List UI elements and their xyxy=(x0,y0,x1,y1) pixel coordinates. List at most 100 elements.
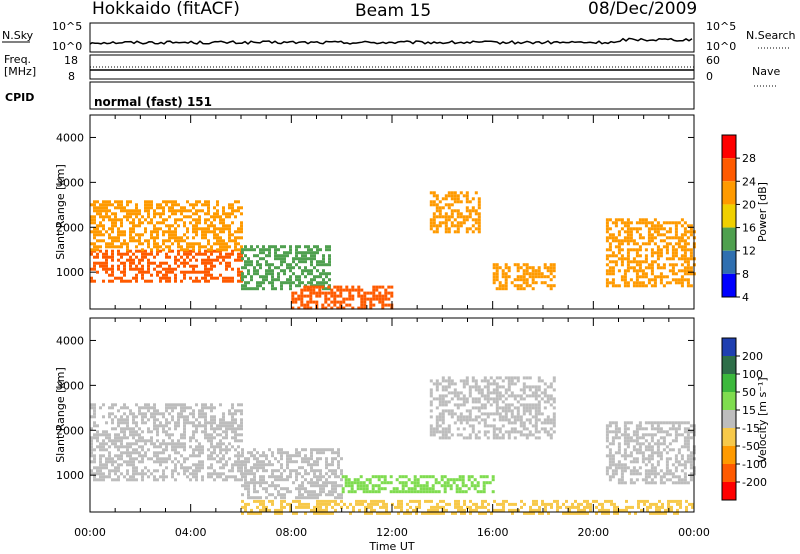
echo-cell xyxy=(207,224,210,228)
echo-cell xyxy=(680,263,684,267)
echo-cell xyxy=(629,454,633,458)
echo-cell xyxy=(289,457,292,461)
echo-cell xyxy=(271,269,274,273)
echo-cell xyxy=(102,255,105,259)
echo-cell xyxy=(520,505,523,509)
echo-cell xyxy=(680,218,684,222)
echo-cell xyxy=(213,415,216,419)
echo-cell xyxy=(304,457,307,461)
echo-cell xyxy=(304,266,307,270)
echo-cell xyxy=(93,448,96,452)
echo-cell xyxy=(441,430,445,434)
echo-cell xyxy=(444,388,448,392)
y-tick-label: 4000 xyxy=(56,334,84,347)
echo-cell xyxy=(265,487,268,491)
echo-cell xyxy=(90,203,93,207)
echo-cell xyxy=(668,427,672,431)
echo-cell xyxy=(626,421,630,425)
echo-cell xyxy=(177,451,180,455)
echo-cell xyxy=(319,260,322,264)
echo-cell xyxy=(156,227,159,231)
echo-cell xyxy=(234,433,237,437)
echo-cell xyxy=(313,505,316,509)
echo-cell xyxy=(333,294,337,298)
echo-cell xyxy=(174,255,177,259)
echo-cell xyxy=(247,493,250,497)
echo-cell xyxy=(689,269,693,273)
echo-cell xyxy=(604,508,607,512)
echo-cell xyxy=(492,418,496,422)
echo-cell xyxy=(429,433,433,437)
echo-cell xyxy=(219,261,222,265)
echo-cell xyxy=(674,224,678,228)
echo-cell xyxy=(623,269,627,273)
echo-cell xyxy=(307,457,310,461)
echo-cell xyxy=(244,475,247,479)
echo-cell xyxy=(111,230,114,234)
echo-cell xyxy=(171,242,174,246)
echo-cell xyxy=(129,442,132,446)
velocity-colorbar-label: Velocity [m s⁻¹] xyxy=(756,377,769,462)
echo-cell xyxy=(225,424,228,428)
echo-cell xyxy=(444,212,448,216)
echo-cell xyxy=(607,508,610,512)
echo-cell xyxy=(298,493,301,497)
echo-cell xyxy=(488,481,492,485)
echo-cell xyxy=(93,475,96,479)
echo-cell xyxy=(313,496,316,500)
echo-cell xyxy=(244,281,247,285)
echo-cell xyxy=(120,457,123,461)
echo-cell xyxy=(608,218,612,222)
echo-cell xyxy=(177,258,180,262)
echo-cell xyxy=(459,421,463,425)
echo-cell xyxy=(620,242,624,246)
echo-cell xyxy=(259,478,262,482)
echo-cell xyxy=(629,266,633,270)
colorbar-segment xyxy=(722,250,736,274)
echo-cell xyxy=(222,472,225,476)
echo-cell xyxy=(312,288,316,292)
echo-cell xyxy=(455,487,459,491)
echo-cell xyxy=(177,421,180,425)
echo-cell xyxy=(641,269,645,273)
echo-cell xyxy=(319,502,322,506)
echo-cell xyxy=(138,445,141,449)
echo-cell xyxy=(522,397,526,401)
echo-cell xyxy=(210,433,213,437)
echo-cell xyxy=(93,255,96,259)
echo-cell xyxy=(689,451,693,455)
echo-cell xyxy=(156,427,159,431)
echo-cell xyxy=(93,242,96,246)
echo-cell xyxy=(644,421,648,425)
colorbar-segment xyxy=(722,464,736,482)
echo-cell xyxy=(656,257,660,261)
echo-cell xyxy=(247,272,250,276)
echo-cell xyxy=(198,200,201,204)
echo-cell xyxy=(522,424,526,428)
echo-cell xyxy=(486,400,490,404)
echo-cell xyxy=(219,442,222,446)
echo-cell xyxy=(93,230,96,234)
echo-cell xyxy=(495,400,499,404)
echo-cell xyxy=(241,484,244,488)
echo-cell xyxy=(638,236,642,240)
echo-cell xyxy=(608,451,612,455)
echo-cell xyxy=(677,451,681,455)
echo-cell xyxy=(237,460,240,464)
echo-cell xyxy=(219,221,222,225)
echo-cell xyxy=(180,236,183,240)
echo-cell xyxy=(234,439,237,443)
echo-cell xyxy=(668,469,672,473)
echo-cell xyxy=(453,230,457,234)
echo-cell xyxy=(626,445,630,449)
echo-cell xyxy=(444,430,448,434)
echo-cell xyxy=(283,251,286,255)
echo-cell xyxy=(501,379,505,383)
echo-cell xyxy=(222,436,225,440)
echo-cell xyxy=(219,448,222,452)
echo-cell xyxy=(144,421,147,425)
echo-cell xyxy=(611,221,615,225)
echo-cell xyxy=(413,481,417,485)
echo-cell xyxy=(348,294,352,298)
echo-cell xyxy=(102,252,105,256)
